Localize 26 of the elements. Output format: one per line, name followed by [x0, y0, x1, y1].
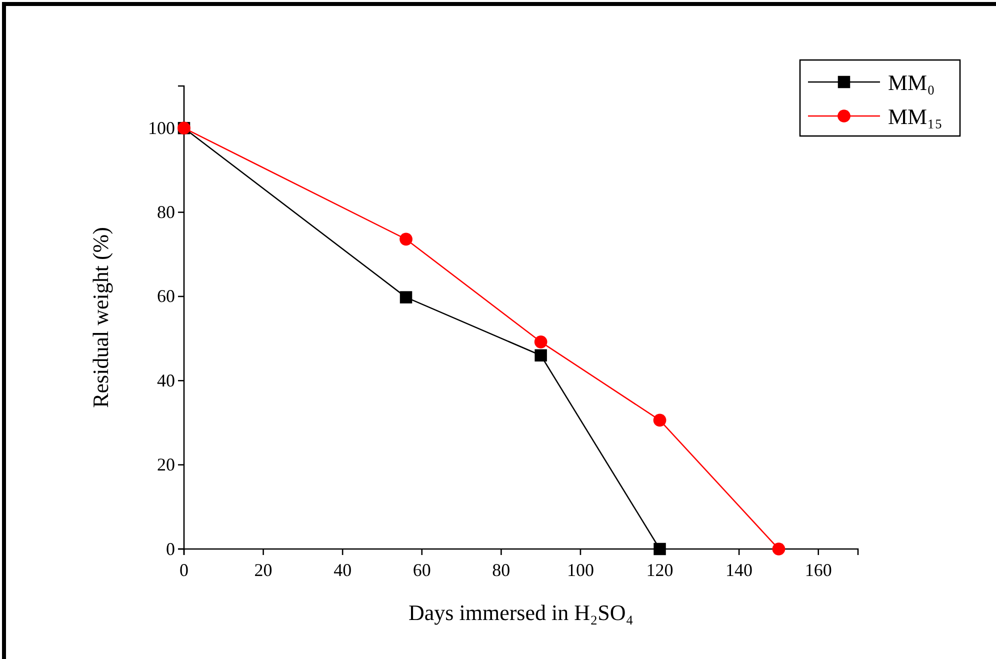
legend-label: MM₁₅	[888, 104, 942, 129]
x-tick-label: 160	[804, 560, 832, 580]
x-tick-label: 120	[646, 560, 674, 580]
y-tick-label: 100	[148, 118, 175, 138]
point	[534, 335, 548, 348]
x-axis-title: Days immersed in H₂SO₄	[408, 600, 634, 625]
point	[772, 542, 786, 556]
y-axis-title: Residual weight (%)	[88, 227, 113, 408]
point	[400, 232, 412, 246]
y-tick-label: 60	[157, 286, 175, 306]
point	[534, 349, 547, 362]
y-tick-label: 40	[157, 370, 175, 390]
legend-label: MM₀	[888, 70, 935, 95]
x-tick-label: 20	[254, 560, 272, 580]
point	[653, 414, 666, 427]
point	[654, 542, 666, 556]
y-tick-label: 0	[166, 538, 175, 559]
x-tick-label: 0	[180, 560, 188, 580]
x-tick-label: 140	[726, 560, 753, 580]
x-tick-label: 100	[566, 560, 594, 580]
y-tick-label: 20	[157, 454, 175, 475]
x-tick-label: 80	[492, 560, 510, 580]
point	[400, 291, 412, 304]
x-tick-label: 40	[334, 560, 352, 580]
x-tick-label: 60	[412, 560, 431, 580]
y-tick-label: 80	[157, 202, 175, 222]
